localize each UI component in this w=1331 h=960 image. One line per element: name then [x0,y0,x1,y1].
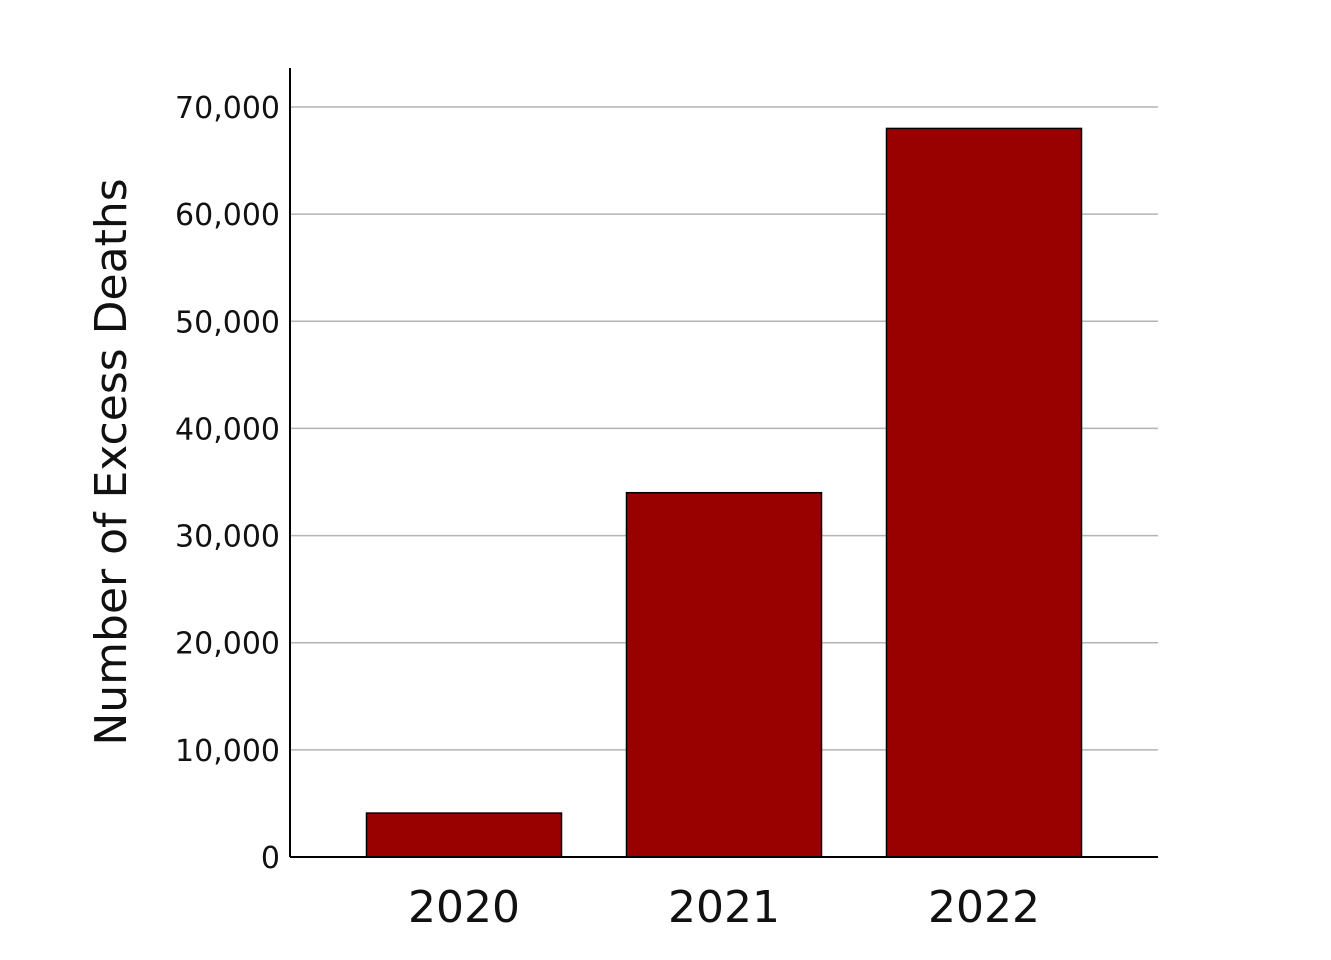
x-tick-label: 2021 [668,882,780,933]
x-tick-labels: 2020 2021 2022 [408,882,1040,933]
y-tick-label: 30,000 [175,520,280,555]
x-tick-label: 2022 [928,882,1040,933]
bar-2021 [625,491,823,858]
x-tick-label: 2020 [408,882,520,933]
y-axis-title: Number of Excess Deaths [86,178,137,745]
y-tick-label: 60,000 [175,198,280,233]
y-tick-labels: 0 10,000 20,000 30,000 40,000 50,000 60,000 70,… [175,91,280,876]
axes [289,68,1158,858]
y-tick-label: 40,000 [175,412,280,447]
y-tick-label: 20,000 [175,627,280,662]
y-tick-label: 0 [261,841,280,876]
bar-2020 [365,812,563,858]
bar-2022 [885,127,1083,858]
y-tick-label: 10,000 [175,734,280,769]
y-tick-label: 70,000 [175,91,280,126]
y-tick-label: 50,000 [175,305,280,340]
bars [365,127,1083,858]
